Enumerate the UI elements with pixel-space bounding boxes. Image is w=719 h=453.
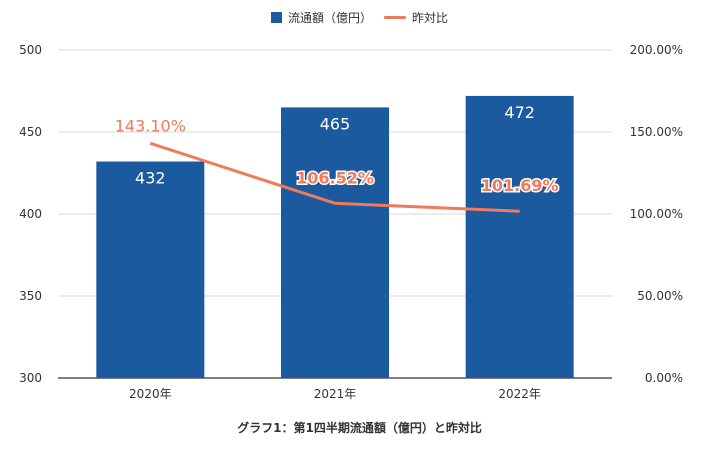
line-value-label: 101.69% — [481, 176, 559, 195]
left-axis: 300 350 400 450 500 — [19, 43, 42, 385]
right-tick-label: 150.00% — [630, 125, 683, 139]
left-tick-label: 400 — [19, 207, 42, 221]
bar-value-label: 465 — [320, 114, 351, 133]
bar-value-label: 472 — [504, 103, 535, 122]
right-tick-label: 0.00% — [645, 371, 683, 385]
line-value-label: 106.52% — [296, 168, 374, 187]
bar-series — [96, 95, 574, 379]
legend-swatch-line — [384, 16, 406, 19]
x-axis: 2020年 2021年 2022年 — [129, 387, 541, 401]
legend-item-bar: 流通額（億円） — [270, 9, 372, 26]
bar — [281, 107, 389, 379]
chart-caption: グラフ1：第1四半期流通額（億円）と昨対比 — [237, 421, 482, 435]
right-tick-label: 200.00% — [630, 43, 683, 57]
left-tick-label: 500 — [19, 43, 42, 57]
legend-swatch-bar — [270, 12, 282, 23]
left-tick-label: 450 — [19, 125, 42, 139]
right-tick-label: 100.00% — [630, 207, 683, 221]
bar — [465, 95, 574, 379]
right-axis: 0.00% 50.00% 100.00% 150.00% 200.00% — [630, 43, 683, 385]
legend-label-line: 昨対比 — [412, 11, 449, 25]
x-tick-label: 2022年 — [498, 387, 541, 401]
chart-legend: 流通額（億円） 昨対比 — [0, 9, 719, 26]
left-tick-label: 350 — [19, 289, 42, 303]
legend-label-bar: 流通額（億円） — [287, 11, 372, 25]
right-tick-label: 50.00% — [637, 289, 683, 303]
left-tick-label: 300 — [19, 371, 42, 385]
line-series — [149, 141, 520, 213]
bar-value-label: 432 — [135, 169, 166, 188]
legend-item-line: 昨対比 — [384, 9, 448, 26]
data-labels: 432 465 472 143.10% 106.52% 101.69% — [115, 103, 560, 197]
bar — [96, 161, 205, 378]
x-tick-label: 2020年 — [129, 387, 172, 401]
x-tick-label: 2021年 — [314, 387, 357, 401]
line-path — [149, 141, 520, 213]
line-value-label: 143.10% — [115, 116, 186, 135]
